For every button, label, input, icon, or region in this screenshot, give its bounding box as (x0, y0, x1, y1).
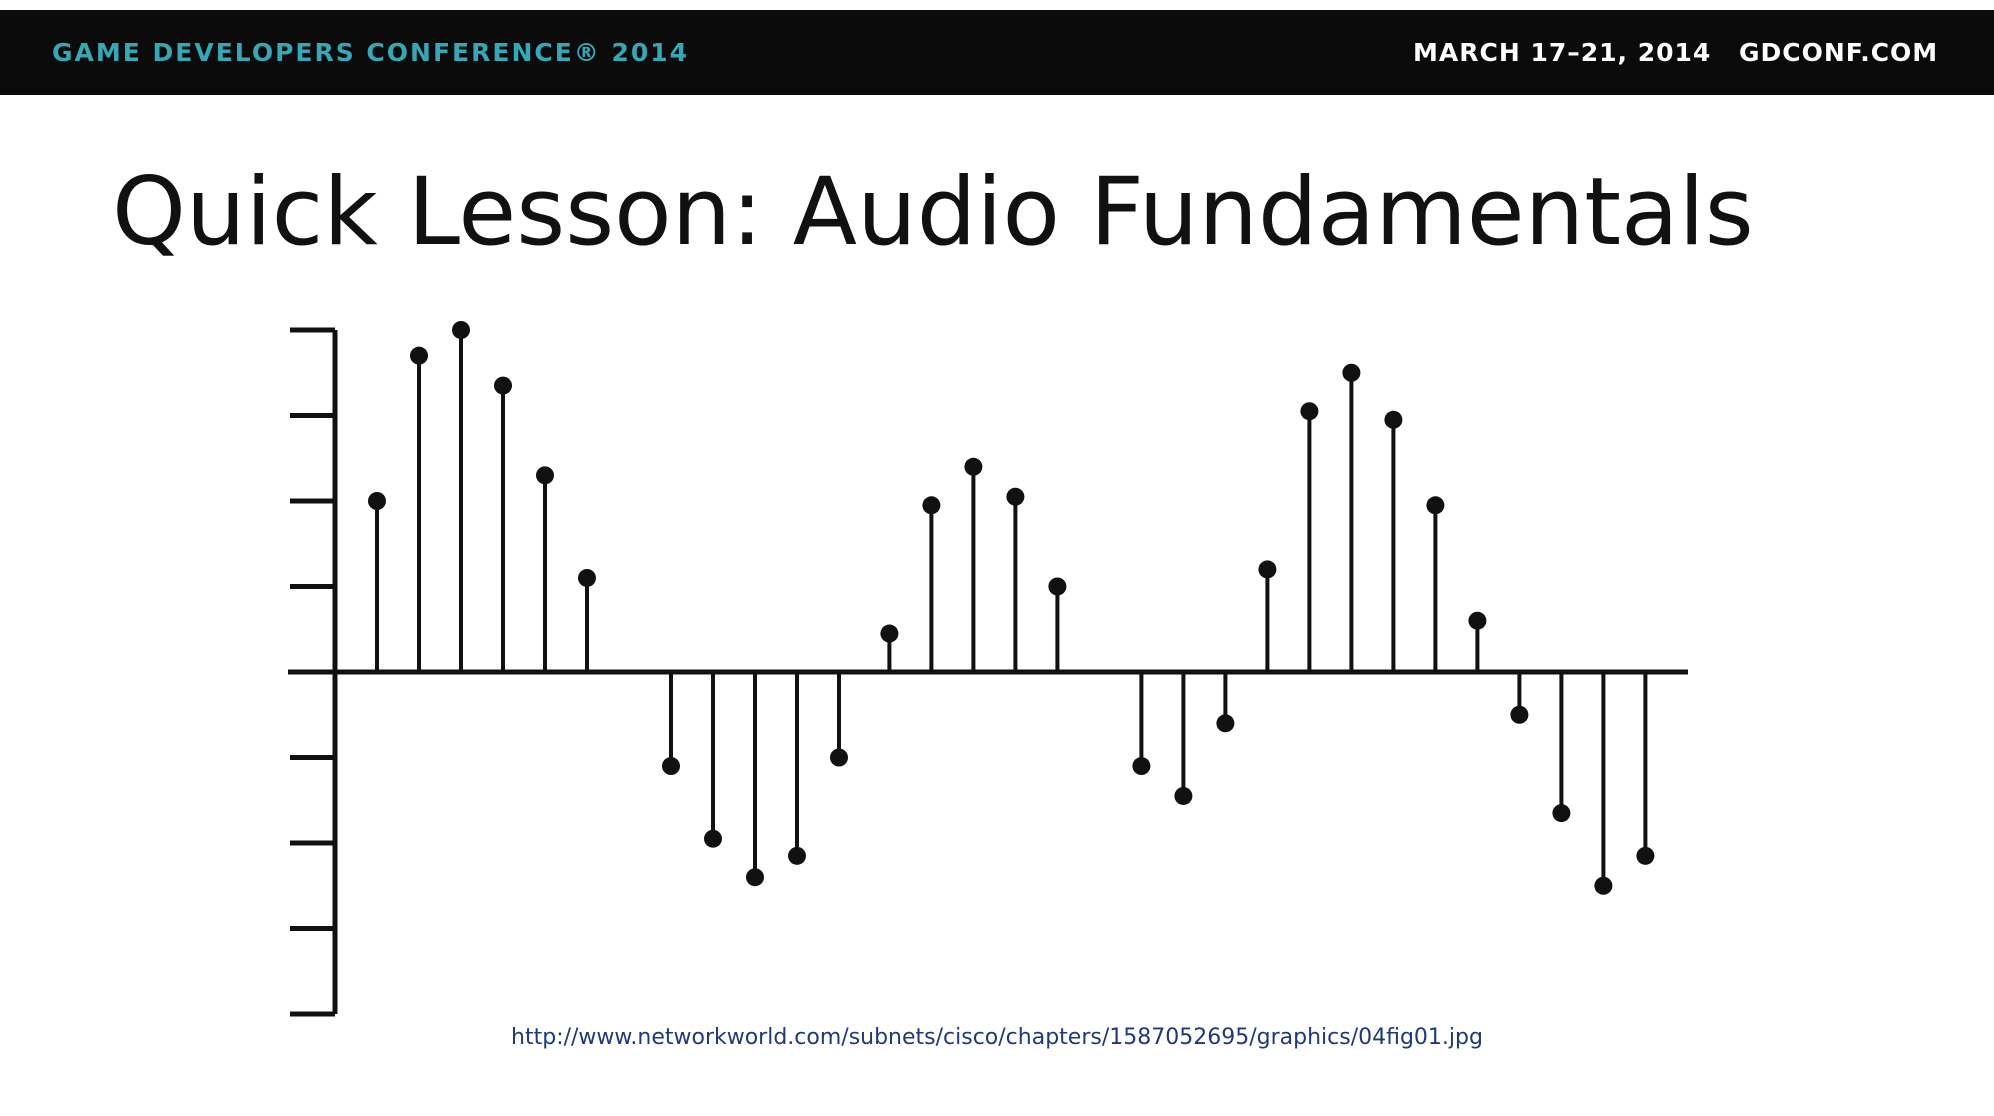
sample-point (1216, 714, 1235, 733)
sample-point (1384, 410, 1403, 429)
sample-point (1468, 611, 1487, 630)
sample-point (964, 457, 983, 476)
sample-point (662, 757, 680, 776)
sample-point (536, 466, 554, 485)
sample-point (1636, 846, 1655, 865)
sample-point (1300, 402, 1319, 421)
slide-title: Quick Lesson: Audio Fundamentals (112, 158, 1754, 267)
sample-point (452, 321, 470, 339)
sample-point (830, 748, 848, 767)
sample-point (368, 492, 386, 510)
sample-point (704, 829, 722, 848)
sample-point (1426, 496, 1445, 515)
conference-banner: GAME DEVELOPERS CONFERENCE® 2014 MARCH 1… (0, 10, 1994, 95)
conference-website: GDCONF.COM (1739, 38, 1939, 67)
sample-point (1510, 705, 1529, 724)
sample-point (1594, 876, 1613, 895)
sample-point (410, 346, 428, 365)
sample-point (880, 624, 899, 643)
conference-name: GAME DEVELOPERS CONFERENCE® 2014 (52, 38, 690, 67)
sample-point (922, 496, 941, 515)
conference-dates: MARCH 17–21, 2014 (1413, 38, 1712, 67)
sample-point (1006, 487, 1025, 506)
sample-point (1132, 757, 1151, 776)
sample-point (1342, 363, 1361, 382)
sample-point (1048, 577, 1067, 596)
sample-point (788, 846, 806, 865)
sample-point (494, 376, 512, 395)
sample-point (1258, 560, 1277, 579)
sample-point (1174, 786, 1193, 805)
sample-point (746, 868, 764, 887)
sample-point (578, 568, 596, 587)
sample-point (1552, 804, 1571, 823)
source-url[interactable]: http://www.networkworld.com/subnets/cisc… (511, 1025, 1483, 1050)
